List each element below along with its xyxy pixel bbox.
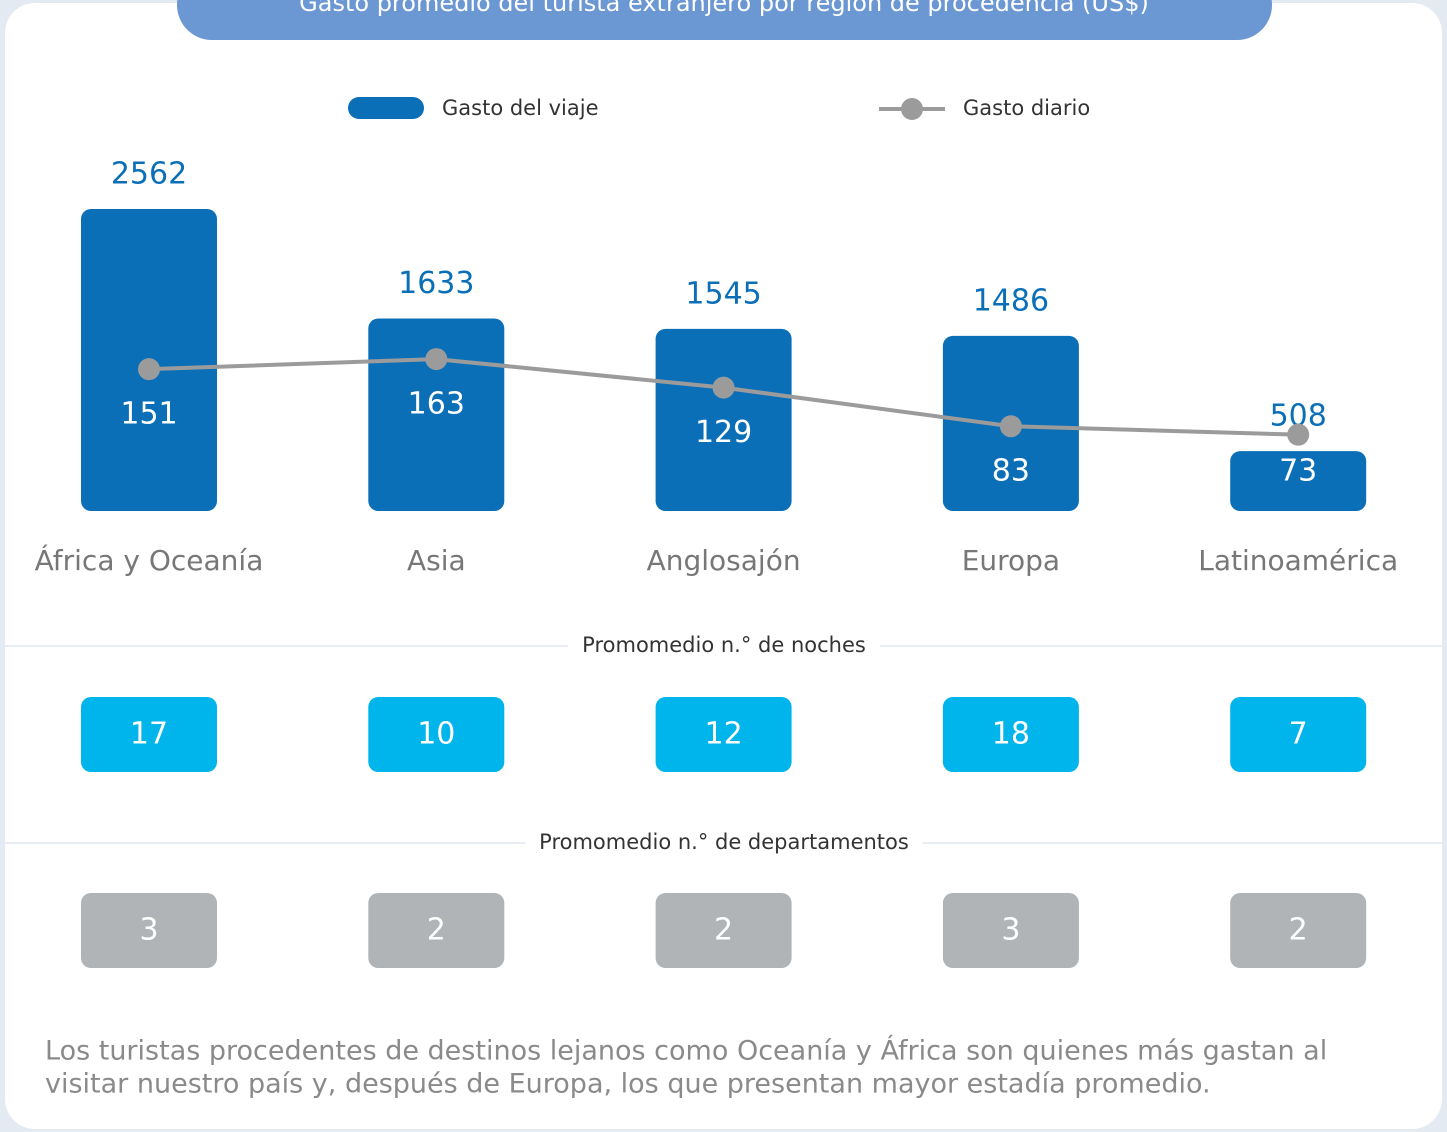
bar-value-label: 2562 <box>111 157 187 192</box>
line-value-label: 83 <box>992 454 1030 489</box>
value-box-label: 2 <box>1289 913 1308 948</box>
value-box <box>368 697 505 772</box>
line-point <box>999 415 1022 438</box>
line-value-label: 73 <box>1279 454 1317 489</box>
line-value-label: 129 <box>695 415 752 450</box>
line-value-label: 163 <box>408 387 465 422</box>
chart-title: Gasto promedio del turista extranjero po… <box>299 0 1149 17</box>
note: visitar nuestro país y, después de Europ… <box>45 1069 1211 1100</box>
panel-title: Promomedio n.° de noches <box>582 633 866 657</box>
value-box-label: 3 <box>139 913 158 948</box>
value-box <box>1230 893 1367 968</box>
x-tick-label: Anglosajón <box>647 544 801 577</box>
value-box-label: 12 <box>705 717 743 752</box>
line-value-label: 151 <box>120 397 177 432</box>
legend-dot <box>901 98 923 120</box>
value-box-label: 3 <box>1001 913 1020 948</box>
legend-swatch <box>348 97 424 119</box>
panel-title-bg <box>568 632 880 660</box>
x-tick-label: Latinoamérica <box>1198 544 1398 577</box>
value-box <box>942 697 1079 772</box>
value-box-label: 17 <box>130 717 168 752</box>
line-point <box>138 358 160 381</box>
card <box>5 3 1442 1129</box>
note: Los turistas procedentes de destinos lej… <box>45 1035 1327 1067</box>
line-point <box>425 348 448 371</box>
value-box <box>368 893 505 968</box>
title-pill <box>177 0 1272 40</box>
value-box <box>81 697 217 772</box>
value-box <box>942 893 1079 968</box>
value-box-label: 10 <box>417 717 455 752</box>
panel-title: Promomedio n.° de departamentos <box>539 830 909 854</box>
panel-title-bg <box>525 829 923 857</box>
legend-label: Gasto diario <box>963 96 1090 120</box>
bar-value-label: 1633 <box>398 266 474 301</box>
line-point <box>1287 423 1310 446</box>
legend-label: Gasto del viaje <box>442 96 599 120</box>
value-box-label: 2 <box>714 913 733 948</box>
value-box <box>655 893 792 968</box>
line-point <box>712 376 735 399</box>
bar <box>655 328 792 511</box>
bar <box>1230 451 1367 511</box>
x-tick-label: Europa <box>962 544 1060 577</box>
bar-value-label: 1486 <box>973 283 1049 318</box>
x-tick-label: África y Oceanía <box>35 543 264 577</box>
bar <box>368 318 505 511</box>
value-box <box>1230 697 1367 772</box>
bar-value-label: 1545 <box>685 276 761 311</box>
value-box <box>655 697 792 772</box>
value-box-label: 18 <box>992 717 1030 752</box>
x-tick-label: Asia <box>407 544 466 577</box>
value-box-label: 2 <box>427 913 446 948</box>
value-box <box>81 893 217 968</box>
value-box-label: 7 <box>1289 717 1308 752</box>
